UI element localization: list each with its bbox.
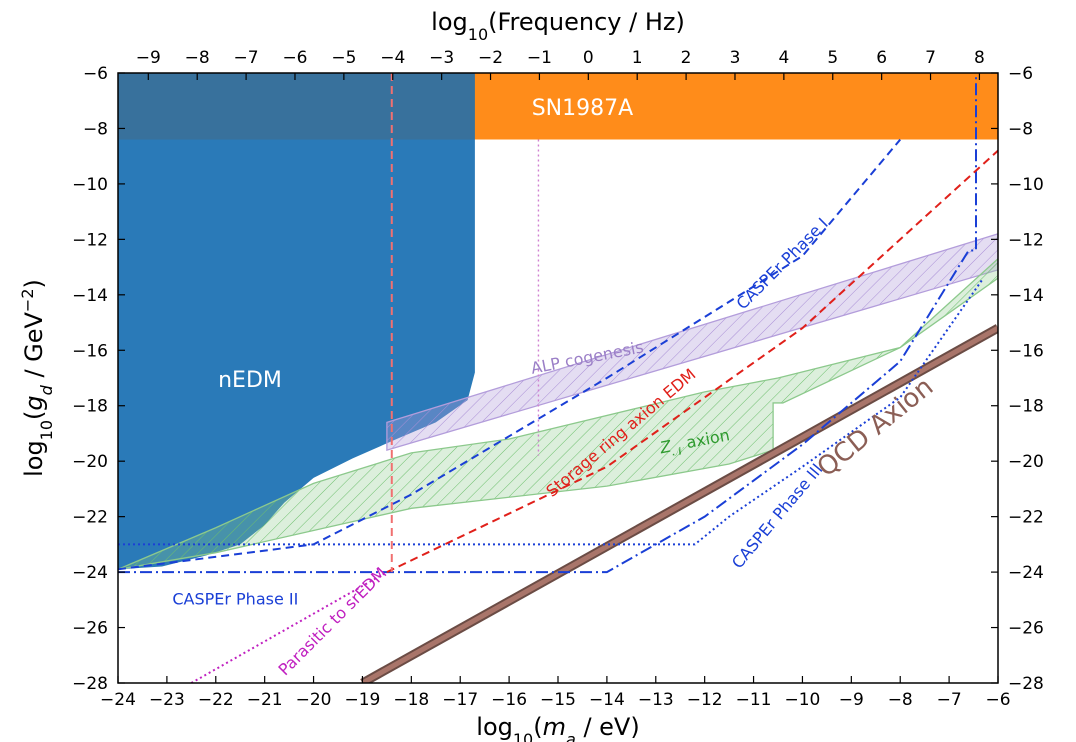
top-tick-label: 4 xyxy=(778,48,789,68)
region-overlap-shade xyxy=(118,73,475,140)
y-tick-label: −26 xyxy=(72,619,108,639)
y-tick-label-right: −6 xyxy=(1008,64,1033,84)
top-tick-label: −7 xyxy=(234,48,259,68)
y-tick-label-right: −10 xyxy=(1008,175,1044,195)
x-tick-label: −6 xyxy=(985,690,1010,710)
top-tick-label: −5 xyxy=(331,48,356,68)
y-tick-label-right: −16 xyxy=(1008,341,1044,361)
x-tick-label: −22 xyxy=(198,690,234,710)
top-tick-label: −3 xyxy=(429,48,454,68)
top-tick-label: 1 xyxy=(632,48,643,68)
y-tick-label: −20 xyxy=(72,452,108,472)
region-z-n-axion xyxy=(118,257,998,570)
y-tick-label: −24 xyxy=(72,563,108,583)
top-tick-label: 5 xyxy=(827,48,838,68)
label-sn1987a: SN1987A xyxy=(532,96,633,121)
top-tick-label: −1 xyxy=(527,48,552,68)
top-tick-label: −2 xyxy=(478,48,503,68)
x-tick-label: −19 xyxy=(344,690,380,710)
y-tick-label: −12 xyxy=(72,230,108,250)
x-axis-title: log10(ma / eV) xyxy=(476,713,639,742)
x-tick-label: −24 xyxy=(100,690,136,710)
x-tick-label: −12 xyxy=(687,690,723,710)
y-tick-label-right: −24 xyxy=(1008,563,1044,583)
y-tick-label-right: −12 xyxy=(1008,230,1044,250)
label-casper-phase-ii: CASPEr Phase II xyxy=(172,589,298,608)
x-tick-label: −14 xyxy=(589,690,625,710)
x-tick-label: −21 xyxy=(247,690,283,710)
y-tick-label: −16 xyxy=(72,341,108,361)
top-tick-label: 2 xyxy=(681,48,692,68)
y-tick-label-right: −22 xyxy=(1008,508,1044,528)
regions-layer xyxy=(118,73,998,570)
qcd-axion-layer xyxy=(360,324,998,683)
y-tick-label-right: −14 xyxy=(1008,286,1044,306)
y-axis-title: log10(gd / GeV−2) xyxy=(18,279,56,477)
x-tick-label: −15 xyxy=(540,690,576,710)
y-tick-label: −18 xyxy=(72,397,108,417)
x-tick-label: −13 xyxy=(638,690,674,710)
y-tick-label: −22 xyxy=(72,508,108,528)
top-tick-label: 7 xyxy=(925,48,936,68)
y-tick-label-right: −26 xyxy=(1008,619,1044,639)
x-tick-label: −11 xyxy=(736,690,772,710)
top-tick-label: 3 xyxy=(730,48,741,68)
line-casper-phase-i xyxy=(118,138,901,571)
top-tick-label: −9 xyxy=(136,48,161,68)
y-tick-label: −28 xyxy=(72,674,108,694)
label-casper-phase-iii: CASPEr Phase III xyxy=(728,460,827,572)
top-tick-label: −4 xyxy=(380,48,405,68)
x-tick-label: −18 xyxy=(393,690,429,710)
y-tick-label-right: −28 xyxy=(1008,674,1044,694)
lines-layer xyxy=(118,73,998,683)
qcd-axion-band xyxy=(361,325,998,683)
label-parasitic-to-sredm: Parasitic to srEDM xyxy=(274,563,390,679)
top-tick-label: 6 xyxy=(876,48,887,68)
x-tick-label: −8 xyxy=(888,690,913,710)
top-tick-label: −6 xyxy=(282,48,307,68)
ticks-layer: −24 −23 −22 −21 −20 −19 −18 −17 −16 −15 −14 −13 −12−… xyxy=(72,48,1044,710)
x-tick-label: −20 xyxy=(296,690,332,710)
x-tick-label: −23 xyxy=(149,690,185,710)
label-nedm: nEDM xyxy=(218,368,282,393)
label-qcd-axion: QCD Axion xyxy=(812,372,939,483)
x-tick-label: −7 xyxy=(937,690,962,710)
y-tick-label: −6 xyxy=(83,64,108,84)
x-tick-label: −9 xyxy=(839,690,864,710)
region-alp-cogenesis xyxy=(386,233,998,451)
y-tick-label-right: −18 xyxy=(1008,397,1044,417)
top-axis-title: log10(Frequency / Hz) xyxy=(431,8,685,44)
line-casper-phase-ii xyxy=(118,73,977,574)
y-tick-label-right: −8 xyxy=(1008,119,1033,139)
top-tick-label: 0 xyxy=(583,48,594,68)
top-tick-label: −8 xyxy=(185,48,210,68)
y-tick-label-right: −20 xyxy=(1008,452,1044,472)
top-tick-label: 8 xyxy=(974,48,985,68)
line-storage-ring-axion-edm xyxy=(386,149,998,573)
y-tick-label: −10 xyxy=(72,175,108,195)
line-casper-phase-iii xyxy=(118,277,985,546)
region-nedm xyxy=(118,73,475,570)
x-tick-label: −10 xyxy=(784,690,820,710)
x-tick-label: −17 xyxy=(442,690,478,710)
x-tick-label: −16 xyxy=(491,690,527,710)
y-tick-label: −14 xyxy=(72,286,108,306)
y-tick-label: −8 xyxy=(83,119,108,139)
